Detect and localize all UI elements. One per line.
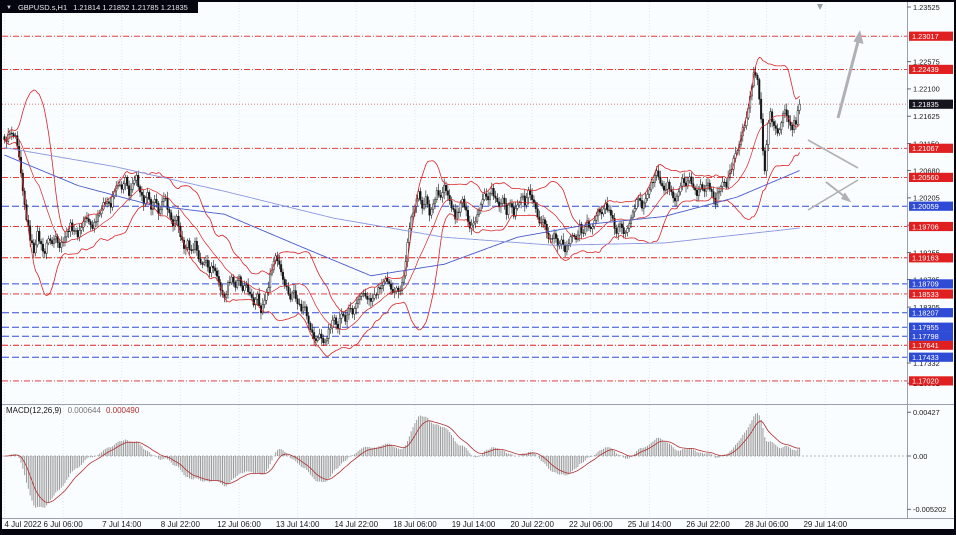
resistance-price-badge-label: 1.23017 (912, 32, 939, 41)
macd-label: MACD(12,26,9) 0.000644 0.000490 (6, 406, 140, 415)
macd-tick-label: 0.00 (913, 452, 927, 461)
time-label: 19 Jul 14:00 (451, 520, 496, 529)
support-price-badge[interactable] (909, 279, 953, 289)
resistance-price-badge-label: 1.17020 (912, 377, 939, 386)
support-price-badge-label: 1.20059 (912, 202, 939, 211)
resistance-price-badge-label: 1.19163 (912, 254, 939, 263)
price-tick-label: 1.20680 (913, 166, 940, 175)
drawings-layer (807, 30, 864, 211)
resistance-price-badge[interactable] (909, 340, 953, 350)
chart-title-symbol: GBPUSD.s,H1 (17, 3, 68, 12)
candles-layer (3, 66, 801, 347)
price-tick-label: 1.20205 (913, 194, 940, 203)
macd-tick-label: -0.005202 (913, 505, 946, 514)
resistance-price-badge-label: 1.19706 (912, 222, 939, 231)
price-chart[interactable]: 1.235251.225751.221001.216251.211501.206… (2, 2, 954, 404)
price-tick-label: 1.22575 (913, 57, 940, 66)
support-price-badge-label: 1.17433 (912, 353, 939, 362)
breakdown-arrow-head[interactable] (840, 192, 852, 203)
time-label: 28 Jul 06:00 (744, 520, 789, 529)
time-label: 4 Jul 2022 (4, 520, 42, 529)
support-price-badge[interactable] (909, 201, 953, 211)
macd-background (2, 404, 954, 518)
macd-panel[interactable]: MACD(12,26,9) 0.000644 0.000490 0.00427 0.00… (2, 404, 954, 518)
support-price-badge[interactable] (909, 322, 953, 332)
time-label: 14 Jul 22:00 (334, 520, 379, 529)
time-label: 12 Jul 06:00 (217, 520, 261, 529)
trend-arrow-up[interactable] (836, 33, 862, 119)
levels-layer (2, 35, 907, 382)
time-label: 7 Jul 14:00 (102, 520, 142, 529)
resistance-price-badge[interactable] (909, 31, 953, 41)
time-label: 8 Jul 22:00 (160, 520, 200, 529)
price-tick-label: 1.18305 (913, 303, 940, 312)
price-tick-label: 1.19255 (913, 248, 940, 257)
support-price-badge[interactable] (909, 331, 953, 341)
pennant-lower-line[interactable] (807, 179, 859, 211)
resistance-price-badge[interactable] (909, 289, 953, 299)
support-price-badge-label: 1.18709 (912, 280, 939, 289)
time-label: 29 Jul 14:00 (803, 520, 848, 529)
resistance-price-badge[interactable] (909, 376, 953, 386)
resistance-price-badge[interactable] (909, 253, 953, 263)
trend-arrow-up-head[interactable] (853, 30, 864, 44)
chart-title-quotes: 1.21814 1.21852 1.21785 1.21835 (73, 3, 188, 12)
resistance-price-badge-label: 1.20560 (912, 173, 939, 182)
time-label: 20 Jul 22:00 (510, 520, 554, 529)
price-tick-label: 1.22100 (913, 85, 940, 94)
time-label: 18 Jul 06:00 (393, 520, 437, 529)
support-price-badge[interactable] (909, 352, 953, 362)
support-price-badge-label: 1.17798 (912, 332, 939, 341)
chart-menu-icon[interactable]: ▼ (6, 4, 12, 11)
resistance-price-badge[interactable] (909, 143, 953, 153)
price-tick-label: 1.21625 (913, 112, 940, 121)
time-label: 26 Jul 22:00 (686, 520, 730, 529)
price-axis: 1.235251.225751.221001.216251.211501.206… (907, 2, 953, 404)
resistance-price-badge[interactable] (909, 64, 953, 74)
resistance-price-badge[interactable] (909, 172, 953, 182)
macd-tick-label: 0.00427 (913, 408, 940, 417)
ma-fast-line (4, 154, 800, 277)
resistance-price-badge-label: 1.17641 (912, 341, 939, 350)
chart-shift-marker[interactable] (817, 4, 823, 10)
chart-titlebar[interactable]: ▼ GBPUSD.s,H1 1.21814 1.21852 1.21785 1.… (2, 2, 198, 13)
current-price-badge[interactable] (909, 99, 953, 109)
resistance-price-badge-label: 1.18533 (912, 290, 939, 299)
pennant-upper-line[interactable] (807, 139, 859, 169)
time-axis: 4 Jul 2022 6 Jul 06:00 7 Jul 14:00 8 Jul 22… (2, 518, 954, 529)
macd-histogram (5, 413, 801, 508)
time-label: 22 Jul 06:00 (568, 520, 613, 529)
macd-signal-line (4, 420, 800, 503)
bollinger-middle-band (4, 115, 800, 331)
time-label: 13 Jul 14:00 (275, 520, 320, 529)
resistance-price-badge-label: 1.21067 (912, 144, 939, 153)
price-tick-label: 1.23525 (913, 3, 940, 12)
support-price-badge-label: 1.18207 (912, 309, 939, 318)
resistance-price-badge-label: 1.22439 (912, 65, 939, 74)
price-tick-label: 1.17332 (913, 359, 940, 368)
support-price-badge-label: 1.17955 (912, 323, 939, 332)
candles-up (7, 72, 801, 344)
time-label: 25 Jul 14:00 (627, 520, 672, 529)
time-label: 6 Jul 06:00 (43, 520, 83, 529)
current-price-badge-label: 1.21835 (912, 100, 939, 109)
support-price-badge[interactable] (909, 308, 953, 318)
resistance-price-badge[interactable] (909, 221, 953, 232)
ma-slow-line (4, 147, 800, 246)
